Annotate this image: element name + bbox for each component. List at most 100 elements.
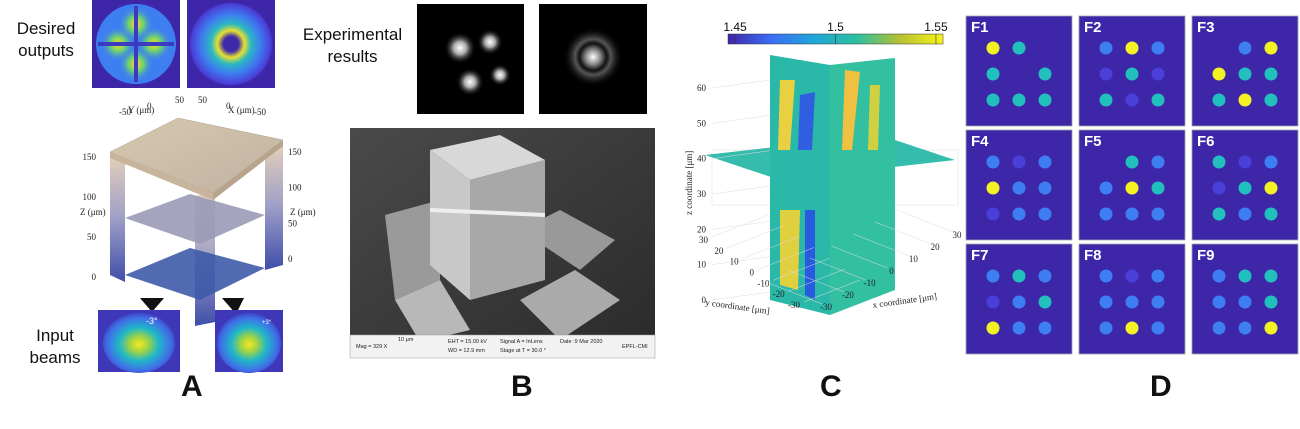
z-tick-label: 0 [92,272,97,282]
grid-line [853,233,910,257]
tile-label: F5 [1084,133,1102,150]
spot [1099,295,1113,309]
spot [1264,67,1278,81]
z-tick-label: 100 [288,183,302,193]
sem-info: EPFL-CMI [622,344,648,350]
spot [986,269,1000,283]
y-tick-label: -20 [773,289,785,299]
spot [1125,181,1139,195]
input-beam [98,310,283,373]
colorbar-tick-label: 1.55 [924,20,948,34]
spot [1212,269,1226,283]
spot [1264,93,1278,107]
spot [986,155,1000,169]
sem-info: Signal A = InLens [500,339,543,345]
sem-info: Date :9 Mar 2020 [560,339,603,345]
spot [1151,93,1165,107]
spot [986,93,1000,107]
z-tick-label: 20 [697,224,707,234]
x-tick-label: 30 [953,230,963,240]
z-tick-label: 0 [702,295,707,305]
spot [1038,93,1052,107]
spot [1264,181,1278,195]
panel-label: C [820,370,842,403]
spot [1125,269,1139,283]
tile-label: F6 [1197,133,1215,150]
sem-info: WD = 12.9 mm [448,348,485,354]
z-tick-label: 0 [288,254,293,264]
tile-label: F7 [971,247,989,264]
spot [1151,207,1165,221]
z-tick-label: 50 [697,118,707,128]
sem-info: Mag = 329 X [356,344,388,350]
input-beams-label: Input beams [29,326,81,367]
spot [1038,295,1052,309]
spot [1151,295,1165,309]
y-tick-label: -10 [757,278,769,288]
x-tick-label: -20 [842,290,854,300]
spot [1012,93,1026,107]
x-tick-label: 0 [889,266,894,276]
spot [1038,155,1052,169]
cube-structure [109,117,284,326]
spot [1012,155,1026,169]
grid-line [809,257,866,281]
x-tick-label: -30 [820,302,832,312]
spot [1099,269,1113,283]
z-tick-label: 40 [697,154,707,164]
spot [1264,207,1278,221]
spot [1264,295,1278,309]
spot [1125,321,1139,335]
spot [1264,41,1278,55]
top-tick-label: 0 [147,101,152,111]
spot [1125,41,1139,55]
z-tick-label: 50 [288,218,298,228]
spot [986,181,1000,195]
axis-label: Y (μm) [128,105,154,115]
grid-line [875,221,932,245]
y-tick-label: 10 [730,257,740,267]
grid-line [765,281,823,305]
spot [1212,155,1226,169]
spot [1238,269,1252,283]
refractive-index-slices [705,55,959,315]
grid-line [711,291,771,301]
axis-label: z coordinate [μm] [684,151,694,215]
spot [1099,321,1113,335]
z-tick-label: 30 [697,189,707,199]
axis-label: X (μm) [228,105,255,115]
top-tick-label: 0 [226,101,231,111]
spot [1151,41,1165,55]
spot [1264,321,1278,335]
z-tick-label: 50 [87,232,97,242]
beam-angle: +3° [262,320,272,326]
axis-label: y coordinate [μm] [705,297,771,316]
tile-label: F1 [971,19,989,36]
spot [1099,67,1113,81]
spot [986,207,1000,221]
grid-line [711,221,771,230]
spot [1264,269,1278,283]
sem-info: EHT = 15.00 kV [448,339,487,345]
z-tick-label: 150 [83,152,97,162]
spot [1238,41,1252,55]
spot [1151,181,1165,195]
grid-line [711,185,771,195]
spot [1125,93,1139,107]
spot [1212,67,1226,81]
tile-label: F4 [971,133,989,150]
spot [1151,269,1165,283]
y-tick-label: 20 [714,246,724,256]
x-tick-label: 20 [931,242,941,252]
desired-output-lobes [92,0,180,88]
grid-line [711,256,771,265]
colorbar-tick-label: 1.45 [723,20,747,34]
spot [1038,321,1052,335]
tile-label: F9 [1197,247,1215,264]
spot [1238,181,1252,195]
experimental-image [417,4,647,114]
spot [1212,321,1226,335]
sem-image [349,128,656,359]
